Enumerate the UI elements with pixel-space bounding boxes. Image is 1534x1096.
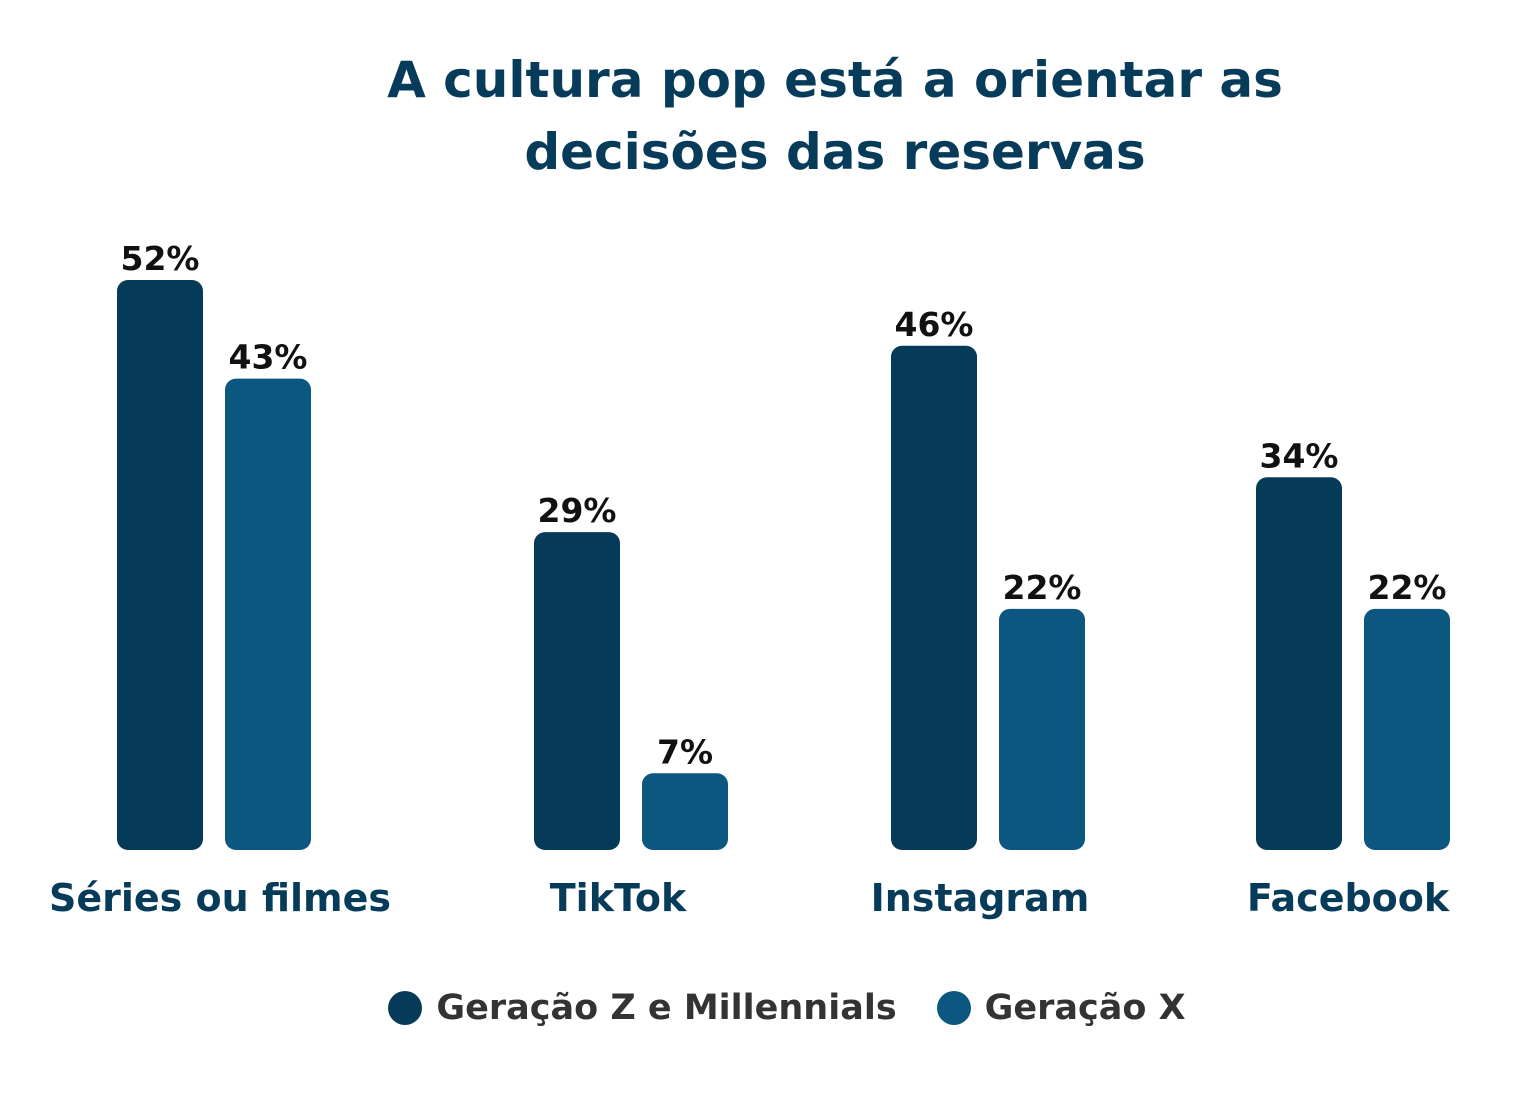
legend: Geração Z e Millennials Geração X [0,988,1534,1028]
bar-1-1 [117,280,203,850]
data-label-2-4: 22% [1368,568,1447,607]
legend-label-series-2: Geração X [984,988,1186,1028]
chart-title: A cultura pop está a orientar as decisõe… [230,44,1440,188]
category-label-3: Instagram [871,876,1090,920]
bar-2-2 [642,773,728,850]
legend-item-series-2: Geração X [936,988,1186,1028]
data-label-1-2: 29% [538,491,617,530]
data-label-2-1: 43% [229,338,308,377]
data-label-1-3: 46% [895,305,974,344]
category-label-2: TikTok [550,876,687,920]
data-label-2-3: 22% [1003,568,1082,607]
data-label-1-1: 52% [121,239,200,278]
category-label-4: Facebook [1247,876,1450,920]
bar-2-4 [1364,608,1450,850]
bar-1-2 [534,532,620,850]
legend-label-series-1: Geração Z e Millennials [436,988,897,1028]
chart-title-line-1: A cultura pop está a orientar as [387,51,1283,109]
data-label-1-4: 34% [1260,436,1339,475]
legend-swatch-series-1 [388,991,423,1025]
bar-1-4 [1256,477,1342,850]
bar-1-3 [891,345,977,850]
legend-item-series-1: Geração Z e Millennials [388,988,897,1028]
bar-2-3 [999,608,1085,850]
chart-title-line-2: decisões das reservas [524,123,1146,181]
legend-swatch-series-2 [936,991,971,1025]
category-label-1: Séries ou filmes [49,876,391,920]
bar-chart: 52% 43% Séries ou filmes 29% 7% TikTok 46% 22% I… [49,239,1450,920]
data-label-2-2: 7% [657,732,713,771]
bar-2-1 [225,378,311,850]
